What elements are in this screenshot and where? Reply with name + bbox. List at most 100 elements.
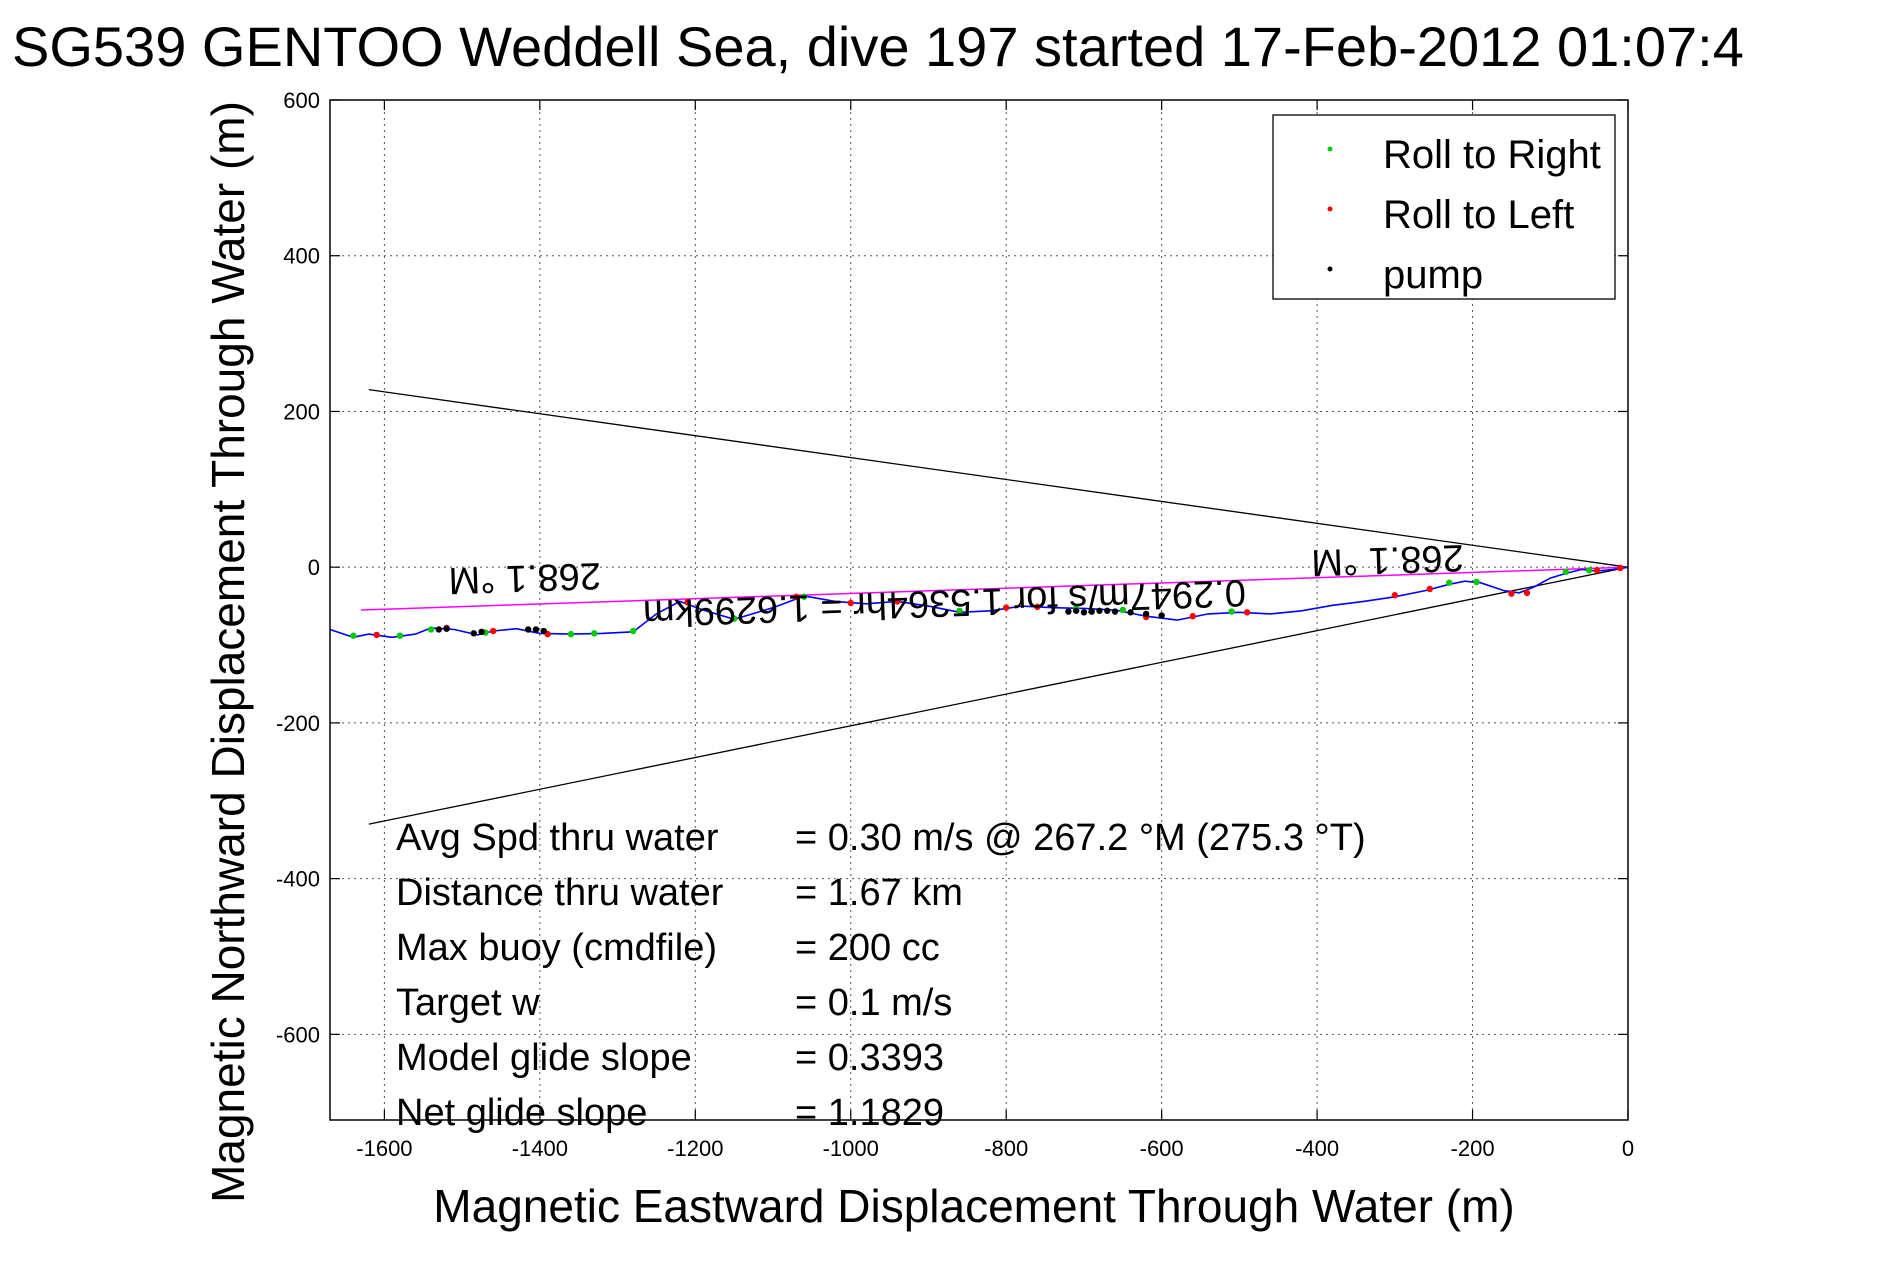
annotation-label: Max buoy (cmdfile) <box>396 927 717 969</box>
roll-left-point <box>684 599 691 606</box>
roll-right-point <box>629 627 637 635</box>
y-tick-label: -600 <box>276 1022 320 1047</box>
pump-point <box>1065 608 1072 615</box>
roll-left-point <box>1003 604 1010 611</box>
pump-point <box>478 628 485 636</box>
roll-right-point <box>730 615 738 622</box>
pump-point <box>1096 607 1103 614</box>
pump-point <box>1088 608 1095 615</box>
roll-left-point <box>894 598 901 605</box>
roll-left-point <box>1426 585 1434 593</box>
heading-cone-lines <box>368 389 1629 825</box>
roll-left-point <box>847 599 854 607</box>
chart-title: SG539 GENTOO Weddell Sea, dive 197 start… <box>12 15 1744 78</box>
cone-line <box>368 566 1629 825</box>
roll-right-point <box>1585 567 1593 574</box>
pump-point <box>524 626 532 633</box>
roll-right-point <box>591 630 598 637</box>
roll-right-point <box>427 626 435 633</box>
pump-point <box>540 627 547 635</box>
pump-point <box>532 626 540 633</box>
roll-left-point <box>793 593 800 600</box>
x-tick-label: -600 <box>1140 1136 1184 1161</box>
annotation-value: = 0.3393 <box>795 1037 944 1079</box>
annotation-label: Target w <box>396 982 540 1024</box>
x-tick-label: -800 <box>984 1136 1028 1161</box>
legend-label: Roll to Left <box>1383 193 1574 237</box>
annotation-label: Avg Spd thru water <box>396 817 719 859</box>
roll-left-point <box>1523 589 1531 597</box>
roll-and-pump-markers <box>350 564 1624 639</box>
grid <box>330 99 1629 1120</box>
annotation-value: = 0.1 m/s <box>795 982 952 1024</box>
roll-right-point <box>1473 578 1480 586</box>
pump-point <box>1072 607 1080 614</box>
cone-line <box>368 389 1629 568</box>
pump-point <box>1080 609 1088 616</box>
roll-right-point <box>1228 608 1235 615</box>
roll-right-point <box>956 607 963 614</box>
plot-border <box>329 99 1629 1121</box>
roll-right-point <box>800 593 808 600</box>
y-tick-label: 600 <box>283 88 320 113</box>
y-tick-label: 200 <box>283 399 320 424</box>
roll-left-point <box>1391 592 1399 599</box>
annotation-value: = 1.1829 <box>795 1092 944 1134</box>
legend-label: Roll to Right <box>1383 133 1601 177</box>
y-tick-label: 0 <box>308 555 320 580</box>
roll-left-point <box>1243 609 1251 616</box>
roll-left-point <box>1617 564 1624 572</box>
legend-marker <box>1327 266 1333 272</box>
heading-label: 268.1 °M <box>448 554 602 601</box>
pump-point <box>1127 609 1134 616</box>
x-tick-label: 0 <box>1622 1136 1634 1161</box>
x-tick-label: -400 <box>1295 1136 1339 1161</box>
x-tick-label: -200 <box>1451 1136 1495 1161</box>
y-tick-label: -200 <box>276 711 320 736</box>
roll-left-point <box>490 627 497 635</box>
x-tick-label: -1600 <box>356 1136 412 1161</box>
x-tick-label: -1400 <box>512 1136 568 1161</box>
x-tick-label: -1000 <box>823 1136 879 1161</box>
y-tick-label: -400 <box>276 867 320 892</box>
heading-line-segment <box>361 566 1629 611</box>
annotation-label: Distance thru water <box>396 872 724 914</box>
annotation-label: Net glide slope <box>396 1092 647 1134</box>
legend-label: pump <box>1383 253 1483 297</box>
legend-marker <box>1327 146 1333 152</box>
x-axis-label: Magnetic Eastward Displacement Through W… <box>433 1180 1514 1232</box>
pump-point <box>443 625 450 632</box>
roll-right-point <box>1562 568 1570 576</box>
annotation-value: = 1.67 km <box>795 872 963 914</box>
heading-label: 268.1 °M <box>1311 536 1465 583</box>
pump-point <box>1158 612 1165 619</box>
dive-summary-annotation: Avg Spd thru water = 0.30 m/s @ 267.2 °M … <box>396 817 1366 1134</box>
roll-right-point <box>350 632 357 639</box>
legend: Roll to Right Roll to Left pump <box>1272 114 1616 300</box>
roll-right-point <box>567 630 575 638</box>
pump-point <box>1104 607 1111 614</box>
annotation-value: = 0.30 m/s @ 267.2 °M (275.3 °T) <box>795 817 1366 859</box>
roll-right-point <box>1119 606 1126 614</box>
roll-left-point <box>1593 567 1601 574</box>
roll-left-point <box>1189 613 1196 620</box>
heading-line <box>361 566 1629 611</box>
heading-labels: 268.1 °M 268.1 °M0.2947m/s for 1.5364hr =… <box>448 536 1465 634</box>
legend-marker <box>1327 206 1333 212</box>
axis-ticks: -1600 -1400 -1200 -1000 -800 -600 -400 -200 0 600… <box>276 88 1634 1161</box>
annotation-label: Model glide slope <box>396 1037 692 1079</box>
roll-right-point <box>396 632 404 639</box>
y-tick-label: 400 <box>283 244 320 269</box>
roll-left-point <box>1508 590 1515 597</box>
x-tick-label: -1200 <box>667 1136 723 1161</box>
roll-right-point <box>1446 579 1453 586</box>
roll-left-point <box>373 631 380 639</box>
pump-point <box>435 626 443 633</box>
annotation-value: = 200 cc <box>795 927 940 969</box>
roll-left-point <box>1034 603 1041 611</box>
y-axis-label: Magnetic Northward Displacement Through … <box>202 101 254 1203</box>
pump-point <box>1111 608 1119 615</box>
pump-point <box>470 630 477 637</box>
pump-point <box>1142 610 1150 618</box>
